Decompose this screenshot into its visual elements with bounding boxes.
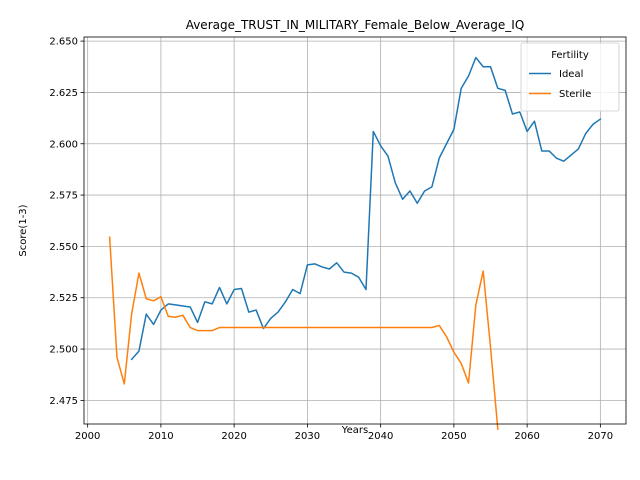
legend-title: Fertility <box>551 50 589 61</box>
x-tick-label: 2010 <box>148 431 173 442</box>
series-layer <box>108 56 602 430</box>
legend-entries: Ideal Sterile <box>529 69 591 100</box>
x-tick-label: 2000 <box>75 431 100 442</box>
y-tick-label: 2.475 <box>49 396 78 407</box>
y-tick-label: 2.500 <box>49 345 78 356</box>
x-tick-label: 2040 <box>368 431 393 442</box>
x-tick-label: 2050 <box>441 431 466 442</box>
y-tick-label: 2.600 <box>49 139 78 150</box>
y-tick-label: 2.575 <box>49 191 78 202</box>
legend: Fertility Ideal Sterile <box>520 42 620 112</box>
legend-label-ideal: Ideal <box>559 69 583 80</box>
x-tick-label: 2030 <box>295 431 320 442</box>
series-line-ideal <box>130 56 602 361</box>
x-tick-label: 2070 <box>588 431 613 442</box>
x-tick-label: 2060 <box>514 431 539 442</box>
x-axis-label: Years <box>341 425 368 436</box>
legend-label-sterile: Sterile <box>559 89 591 100</box>
x-tick-label: 2020 <box>221 431 246 442</box>
y-axis-label: Score(1-3) <box>18 204 29 256</box>
y-tick-label: 2.650 <box>49 37 78 48</box>
y-tick-label: 2.625 <box>49 88 78 99</box>
plot-frame <box>83 36 627 425</box>
ticks: 2000 2010 2020 2030 2040 2050 2060 2070 2.475 2.5… <box>49 37 613 442</box>
grid <box>84 37 626 424</box>
chart-title: Average_TRUST_IN_MILITARY_Female_Below_A… <box>186 18 525 32</box>
y-tick-label: 2.550 <box>49 242 78 253</box>
series-line-sterile <box>108 236 499 430</box>
y-tick-label: 2.525 <box>49 293 78 304</box>
